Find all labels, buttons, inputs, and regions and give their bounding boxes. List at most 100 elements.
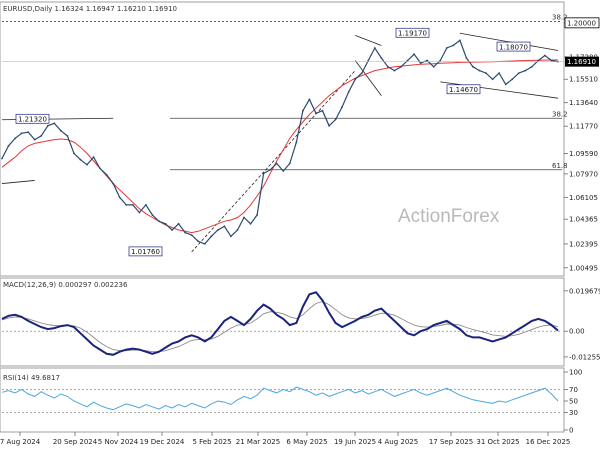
price-annotation-box (446, 84, 481, 95)
rsi-tick-label: 100 (569, 369, 582, 377)
price-point (406, 59, 409, 62)
price-annotation-box (15, 113, 50, 124)
price-point (249, 222, 252, 225)
price-point (197, 240, 200, 243)
price-point (243, 216, 245, 219)
x-tick-label: 5 Nov 2024 (98, 438, 139, 446)
price-tick-label: 1.06105 (569, 194, 598, 202)
price-point (40, 135, 43, 137)
x-tick-label: 19 Dec 2024 (140, 438, 185, 446)
last-price-label: 1.16910 (567, 58, 596, 66)
price-point (315, 112, 317, 115)
price-point (472, 65, 474, 68)
x-tick-label: 5 Feb 2025 (192, 438, 231, 446)
price-point (158, 220, 160, 223)
price-point (164, 222, 167, 225)
macd-tick-label: -0.012552 (569, 353, 600, 361)
price-point (517, 72, 520, 74)
watermark: ActionForex (398, 206, 500, 227)
price-point (360, 72, 363, 74)
x-tick-label: 20 Sep 2024 (53, 438, 98, 446)
price-point (524, 69, 527, 72)
price-point (236, 229, 239, 231)
price-annotation-label: 1.19170 (398, 29, 427, 37)
price-point (203, 243, 206, 245)
price-point (138, 211, 141, 214)
last-price-box (565, 56, 599, 67)
price-point (27, 131, 30, 134)
price-point (419, 62, 422, 64)
price-annotation-label: 1.18070 (499, 43, 528, 51)
price-point (478, 69, 481, 72)
price-panel-frame (0, 1, 565, 277)
rsi-line (1, 386, 559, 411)
highlight-tick-box (564, 17, 600, 29)
price-line (1, 39, 559, 245)
price-point (328, 124, 330, 127)
price-annotation-label: 1.21320 (18, 115, 47, 123)
x-tick-label: 19 Jun 2025 (334, 438, 376, 446)
price-tick-label: 1.00495 (569, 264, 598, 272)
price-point (282, 170, 285, 172)
macd-panel-frame (0, 277, 565, 367)
trend-line (354, 60, 382, 96)
price-point (112, 182, 115, 185)
rsi-tick-label: 70 (569, 386, 578, 394)
price-point (20, 132, 23, 135)
price-annotation-label: 1.01760 (131, 248, 160, 256)
price-point (465, 57, 468, 59)
price-point (118, 196, 121, 199)
trend-line (1, 180, 35, 184)
price-point (491, 78, 494, 81)
price-point (184, 231, 187, 234)
price-series-group (1, 39, 559, 245)
price-point (308, 98, 311, 101)
price-point (321, 109, 324, 112)
price-point (230, 235, 232, 238)
price-tick-label: 1.02395 (569, 240, 598, 248)
price-point (92, 156, 95, 159)
price-point (530, 65, 533, 68)
price-point (354, 78, 357, 81)
price-point (1, 157, 3, 160)
price-point (504, 83, 507, 86)
price-tick-label: 1.15510 (569, 76, 598, 84)
rsi-label: RSI(14) 49.6817 (3, 374, 60, 382)
price-point (498, 72, 500, 74)
price-point (151, 214, 154, 216)
price-point (544, 54, 546, 57)
x-tick-label: 16 Dec 2025 (526, 438, 571, 446)
price-point (46, 124, 49, 127)
price-tick-label: 1.04365 (569, 216, 598, 224)
price-tick-label: 1.09590 (569, 150, 598, 158)
price-annotation-box (496, 41, 531, 52)
x-tick-label: 31 Oct 2025 (476, 438, 519, 446)
price-point (256, 214, 258, 216)
rsi-panel: RSI(14) 49.6817 100 70 50 30 0 (0, 367, 582, 435)
price-panel: EURUSD,Daily 1.16324 1.16947 1.16210 1.1… (0, 1, 600, 277)
price-point (302, 109, 304, 112)
price-point (347, 91, 350, 93)
price-point (99, 167, 101, 170)
price-point (125, 204, 128, 206)
rsi-series-group (1, 386, 559, 411)
fib-levels: 38.2 38.2 61.8 (2, 14, 568, 171)
rsi-tick-label: 50 (569, 398, 578, 406)
price-point (400, 65, 402, 68)
price-point (33, 138, 36, 141)
symbol-line: EURUSD,Daily 1.16324 1.16947 1.16210 1.1… (3, 5, 177, 13)
price-point (79, 158, 82, 161)
price-point (177, 222, 180, 225)
price-point (393, 69, 396, 72)
price-point (413, 53, 415, 56)
fib-label: 61.8 (552, 162, 568, 170)
price-point (210, 235, 213, 238)
price-point (452, 44, 455, 47)
price-point (550, 59, 553, 62)
price-point (73, 152, 75, 155)
price-point (485, 72, 487, 74)
price-point (53, 122, 56, 125)
rsi-tick-label: 30 (569, 409, 578, 417)
price-annotations: 1.21320 1.01760 1.19170 1.18070 1.14670 (15, 27, 531, 257)
